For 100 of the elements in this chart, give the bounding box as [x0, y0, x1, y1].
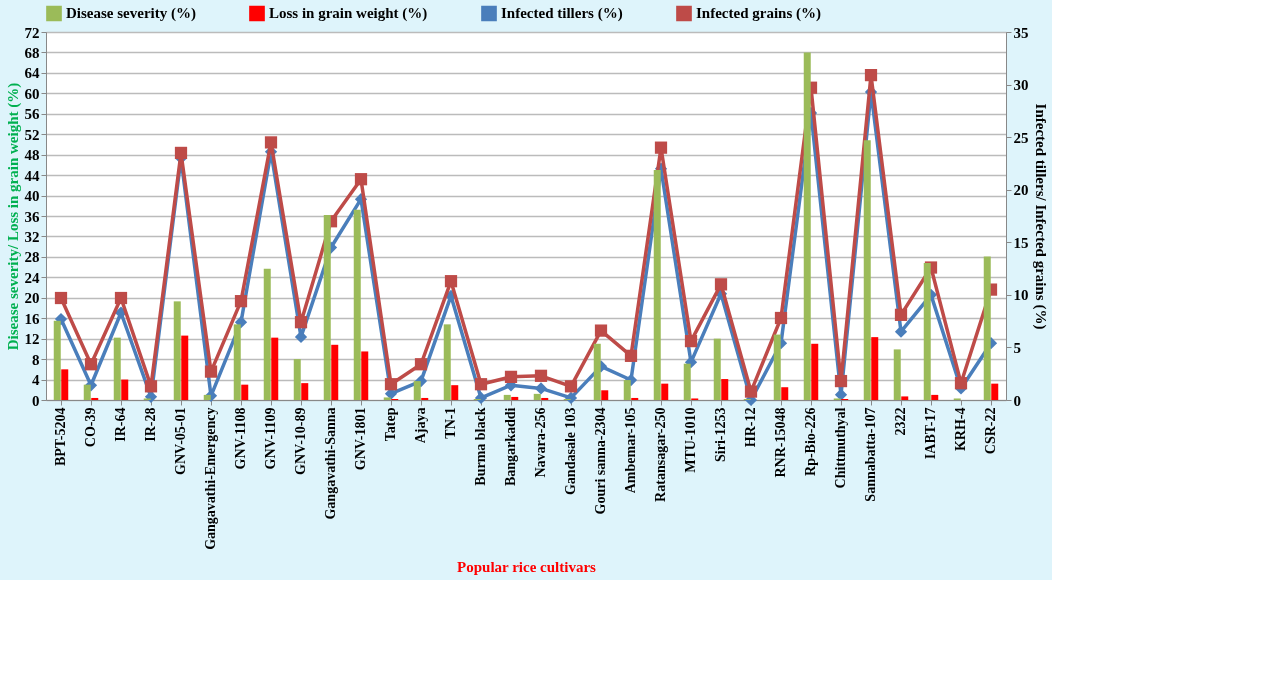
bar [653, 170, 661, 400]
point [594, 324, 608, 337]
x-tick-label: Sannabatta-107 [863, 407, 878, 502]
point [384, 378, 398, 391]
x-tick-label: BPT-5204 [53, 407, 68, 467]
bar [863, 140, 871, 400]
point [894, 308, 908, 321]
legend-label: Infected grains (%) [696, 5, 821, 23]
y-tick-label: 64 [24, 65, 40, 82]
x-tick-label: Burma black [473, 407, 488, 486]
point [534, 369, 548, 382]
x-tick-label: Tatep [383, 407, 398, 442]
bar [203, 394, 211, 400]
point [474, 391, 488, 405]
bar [113, 337, 121, 400]
x-tick-label: GNV-1108 [233, 407, 248, 470]
x-tick-label: Navara-256 [533, 407, 548, 478]
point [54, 291, 68, 305]
point [534, 382, 548, 395]
bar [241, 384, 249, 400]
point [744, 385, 758, 398]
x-tick-label: Gandasale 103 [563, 407, 578, 496]
legend-label: Disease severity (%) [66, 5, 196, 23]
legend-label: Loss in grain weight (%) [269, 5, 428, 23]
y-tick-label: 48 [24, 147, 40, 164]
point [54, 312, 68, 326]
point [624, 349, 638, 362]
y-tick-label: 12 [24, 331, 40, 348]
bar [871, 337, 879, 400]
x-tick-label: Ratansagar-250 [653, 407, 668, 502]
bar [991, 383, 999, 400]
bar [713, 338, 721, 400]
y-tick-label: 0 [32, 392, 40, 409]
point [114, 291, 128, 305]
bar [421, 397, 429, 400]
x-tick-label: Gangavathi-Sanna [323, 407, 338, 520]
point [444, 275, 458, 288]
point [954, 377, 968, 390]
y-tick-label: 24 [24, 269, 40, 286]
bar [293, 359, 301, 400]
y2-tick-label: 35 [1013, 24, 1029, 41]
x-tick-label: KRH-4 [953, 407, 968, 452]
bar [811, 343, 819, 400]
x-tick-label: GNV-1801 [353, 407, 368, 471]
point [204, 365, 218, 378]
x-tick-label: Siri-1253 [713, 407, 728, 462]
y-tick-label: 72 [24, 24, 40, 41]
bar [773, 334, 781, 400]
point [234, 295, 248, 308]
bar [503, 394, 511, 400]
bar [271, 337, 279, 400]
bar [323, 214, 331, 400]
bar [263, 268, 271, 400]
bar [91, 397, 99, 400]
bar [803, 52, 811, 400]
point [144, 380, 158, 393]
bar [601, 390, 609, 400]
bar [301, 383, 309, 400]
x-tick-label: TN-1 [443, 407, 458, 439]
x-tick-label: Ajaya [413, 407, 428, 444]
bar [121, 379, 129, 400]
point [714, 278, 728, 291]
point [504, 370, 518, 383]
bar [443, 324, 451, 400]
point [474, 378, 488, 391]
bar [893, 349, 901, 400]
point [84, 358, 98, 371]
bar [983, 256, 991, 400]
y-tick-label: 68 [24, 44, 40, 61]
y2-tick-label: 10 [1013, 287, 1029, 304]
y-axis-title: Disease severity/ Loss in grain weight (%) [4, 82, 22, 351]
bar [623, 380, 631, 400]
y-tick-label: 28 [24, 249, 40, 266]
y2-tick-label: 5 [1013, 339, 1021, 356]
bar [233, 324, 241, 400]
bar [923, 263, 931, 400]
point [294, 316, 308, 329]
x-tick-label: IR-64 [113, 407, 128, 442]
bar [931, 394, 939, 400]
bar [721, 379, 729, 400]
bar [353, 209, 361, 400]
y2-tick-label: 30 [1013, 77, 1029, 94]
bar [781, 387, 789, 400]
point [834, 388, 848, 401]
x-tick-label: IR-28 [143, 407, 158, 442]
y-tick-label: 40 [24, 188, 40, 205]
y-tick-label: 4 [32, 372, 40, 389]
y2-tick-label: 25 [1013, 129, 1029, 146]
y-tick-label: 44 [24, 167, 40, 184]
point [684, 335, 698, 348]
x-tick-label: Gangavathi-Emergency [203, 407, 218, 550]
y-tick-label: 60 [24, 85, 40, 102]
point [174, 146, 188, 160]
bar [661, 383, 669, 400]
bar [181, 335, 189, 400]
x-axis-title: Popular rice cultivars [457, 558, 597, 575]
y-tick-label: 20 [24, 290, 40, 307]
x-tick-label: 2322 [893, 407, 908, 436]
point [834, 374, 848, 388]
y2-tick-label: 20 [1013, 182, 1029, 199]
